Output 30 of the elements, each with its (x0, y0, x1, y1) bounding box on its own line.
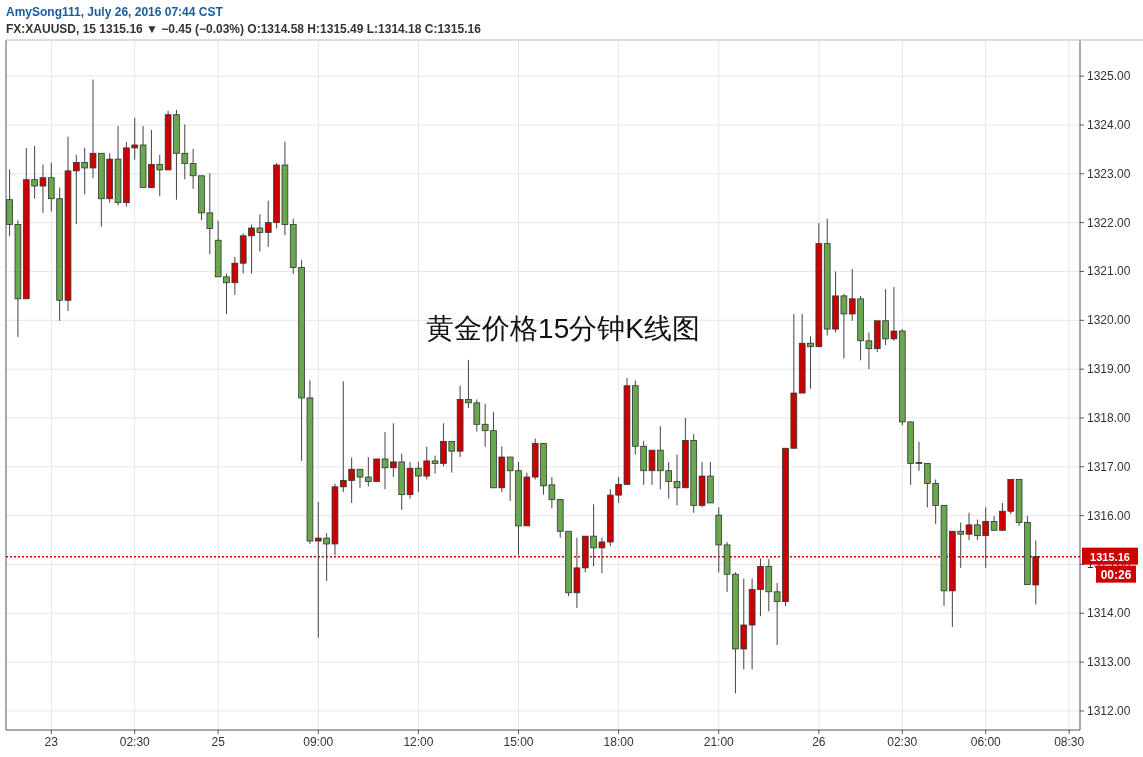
y-tick-label: 1319.00 (1087, 362, 1131, 377)
x-tick-label: 08:30 (1054, 735, 1085, 749)
ref-line-label: 1315.16 (1090, 550, 1130, 563)
y-tick-label: 1324.00 (1087, 117, 1131, 132)
x-tick-label: 09:00 (303, 735, 334, 749)
x-tick-label: 12:00 (403, 735, 434, 749)
x-tick-label: 06:00 (970, 735, 1002, 749)
x-tick-label: 18:00 (603, 735, 634, 749)
x-tick-label: 21:00 (703, 735, 735, 749)
x-tick-label: 02:30 (887, 735, 918, 749)
y-tick-label: 1321.00 (1087, 264, 1131, 279)
y-tick-label: 1313.00 (1087, 655, 1131, 670)
y-tick-label: 1317.00 (1087, 459, 1131, 474)
y-tick-label: 1322.00 (1087, 215, 1131, 230)
y-tick-label: 1320.00 (1087, 313, 1131, 328)
x-tick-label: 23 (44, 735, 59, 749)
text: AmySong111, July 26, 2016 07:44 CST (6, 5, 224, 19)
y-tick-label: 1323.00 (1087, 166, 1131, 181)
x-tick-label: 25 (211, 735, 226, 749)
y-tick-label: 1316.00 (1087, 508, 1131, 523)
x-tick-label: 15:00 (503, 735, 534, 749)
y-tick-label: 1314.00 (1087, 606, 1131, 621)
text: 黄金价格15分钟K线图 (426, 313, 700, 344)
text: 00:26 (1100, 567, 1132, 582)
text: FX:XAUUSD, 15 1315.16 ▼ −0.45 (−0.03%) O:1314.58 H:1315.49 L:1314.18 C:1315.16 (6, 22, 482, 36)
x-tick-label: 26 (812, 735, 826, 749)
y-tick-label: 1312.00 (1087, 703, 1131, 718)
y-tick-label: 1318.00 (1087, 410, 1131, 425)
y-tick-label: 1325.00 (1087, 69, 1131, 84)
x-tick-label: 02:30 (119, 735, 151, 749)
